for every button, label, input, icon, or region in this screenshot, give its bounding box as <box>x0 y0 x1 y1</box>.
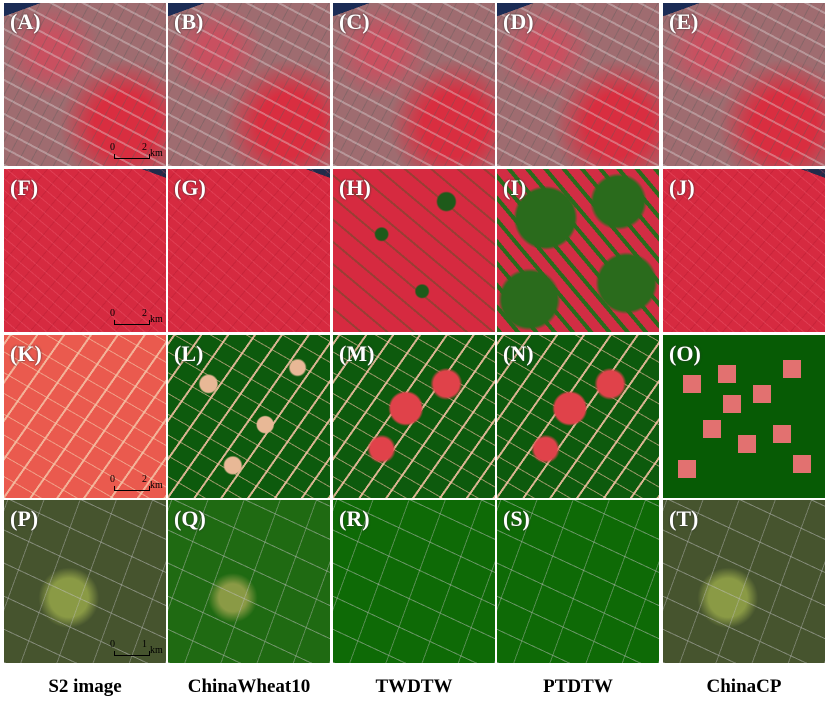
image-panel: (D) <box>497 3 659 166</box>
image-panel: (T) <box>663 500 825 663</box>
scale-bar: 0 2 km <box>110 142 163 160</box>
panel-label: (Q) <box>174 506 206 531</box>
scale-start: 0 <box>110 142 115 153</box>
column-label: TWDTW <box>375 676 453 697</box>
scale-unit: km <box>150 314 163 325</box>
scale-bar-line <box>114 320 150 325</box>
image-panel: (F) 0 2 km <box>4 169 166 332</box>
field-patch <box>723 395 741 413</box>
column-label: ChinaWheat10 <box>187 676 311 697</box>
image-panel: (P) 0 1 km <box>4 500 166 663</box>
image-panel: (L) <box>168 335 330 498</box>
field-patch <box>678 460 696 478</box>
column-label: PTDTW <box>543 676 613 697</box>
scale-bar: 0 2 km <box>110 474 163 492</box>
scale-end: 2 <box>142 474 147 485</box>
panel-label: (K) <box>10 341 42 366</box>
panel-label: (B) <box>174 9 204 34</box>
column-label: ChinaCP <box>706 676 782 697</box>
panel-label: (T) <box>669 506 699 531</box>
image-panel: (A) 0 2 km <box>4 3 166 166</box>
image-panel: (Q) <box>168 500 330 663</box>
scale-start: 0 <box>110 474 115 485</box>
scale-end: 2 <box>142 308 147 319</box>
panel-label: (H) <box>339 175 371 200</box>
panel-label: (A) <box>10 9 41 34</box>
scale-end: 2 <box>142 142 147 153</box>
scale-bar: 0 2 km <box>110 308 163 326</box>
scale-bar: 0 1 km <box>110 639 163 657</box>
panel-label: (M) <box>339 341 375 366</box>
scale-bar-line <box>114 651 150 656</box>
field-patch <box>683 375 701 393</box>
scale-bar-line <box>114 486 150 491</box>
panel-label: (P) <box>10 506 39 531</box>
scale-end: 1 <box>142 639 147 650</box>
panel-label: (O) <box>669 341 701 366</box>
image-panel: (M) <box>333 335 495 498</box>
scale-start: 0 <box>110 639 115 650</box>
field-patch <box>783 360 801 378</box>
panel-label: (C) <box>339 9 370 34</box>
field-patch <box>793 455 811 473</box>
image-panel: (B) <box>168 3 330 166</box>
image-panel: (R) <box>333 500 495 663</box>
panel-label: (J) <box>669 175 695 200</box>
image-panel: (H) <box>333 169 495 332</box>
panel-label: (F) <box>10 175 39 200</box>
scale-bar-line <box>114 154 150 159</box>
scale-unit: km <box>150 645 163 656</box>
field-patch <box>718 365 736 383</box>
panel-label: (E) <box>669 9 699 34</box>
field-patch <box>738 435 756 453</box>
image-panel: (N) <box>497 335 659 498</box>
panel-label: (L) <box>174 341 204 366</box>
panel-label: (I) <box>503 175 527 200</box>
field-patch <box>773 425 791 443</box>
field-patch <box>703 420 721 438</box>
panel-label: (D) <box>503 9 534 34</box>
image-panel: (G) <box>168 169 330 332</box>
image-panel: (E) <box>663 3 825 166</box>
panel-label: (N) <box>503 341 534 366</box>
image-panel: (K) 0 2 km <box>4 335 166 498</box>
panel-label: (R) <box>339 506 370 531</box>
image-panel: (I) <box>497 169 659 332</box>
image-panel: (C) <box>333 3 495 166</box>
scale-unit: km <box>150 480 163 491</box>
panel-label: (S) <box>503 506 530 531</box>
scale-unit: km <box>150 148 163 159</box>
image-panel: (S) <box>497 500 659 663</box>
panel-label: (G) <box>174 175 206 200</box>
scale-start: 0 <box>110 308 115 319</box>
column-label: S2 image <box>48 676 122 697</box>
image-panel: (J) <box>663 169 825 332</box>
image-panel: (O) <box>663 335 825 498</box>
field-patch <box>753 385 771 403</box>
